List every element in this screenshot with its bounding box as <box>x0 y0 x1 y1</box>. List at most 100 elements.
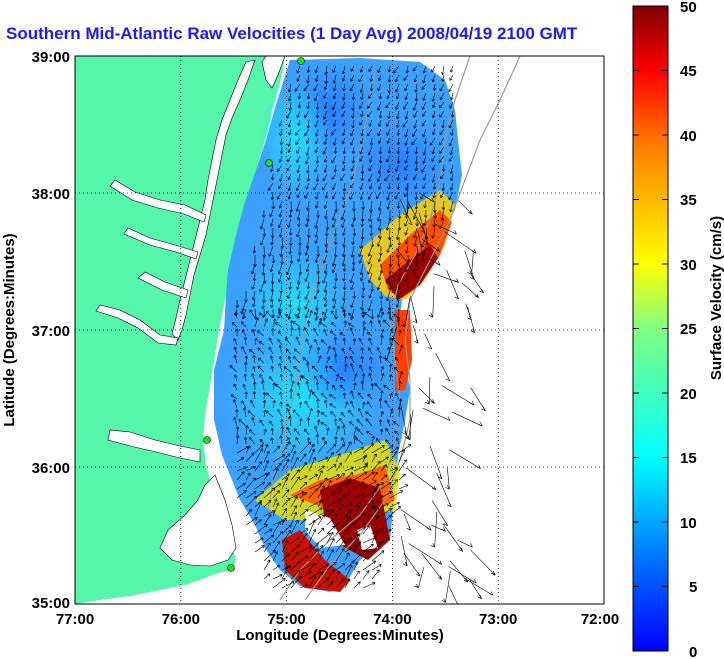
velocity-arrow <box>404 272 409 282</box>
velocity-arrow <box>315 110 320 119</box>
velocity-arrow <box>334 272 338 282</box>
velocity-arrow <box>385 428 391 436</box>
velocity-arrow <box>251 281 256 290</box>
y-tick-label: 36:00 <box>32 460 70 477</box>
velocity-arrow <box>335 514 348 526</box>
velocity-arrow <box>240 321 247 328</box>
velocity-arrow <box>386 92 391 99</box>
velocity-arrow <box>423 200 427 209</box>
velocity-arrow <box>254 337 258 346</box>
velocity-arrow <box>288 245 293 255</box>
velocity-arrow <box>314 74 319 82</box>
velocity-arrow <box>376 173 382 182</box>
velocity-arrow <box>360 356 365 364</box>
velocity-arrow <box>344 502 353 508</box>
velocity-arrow <box>287 83 292 93</box>
velocity-arrow <box>439 110 445 118</box>
velocity-arrow <box>296 227 301 238</box>
velocity-arrow <box>432 128 436 136</box>
velocity-arrow <box>257 347 265 355</box>
velocity-arrow <box>331 173 337 180</box>
velocity-arrow <box>400 297 411 328</box>
velocity-arrow <box>398 380 402 391</box>
velocity-arrow <box>367 110 373 118</box>
velocity-arrow <box>387 182 391 190</box>
velocity-arrow <box>387 83 391 94</box>
velocity-arrow <box>406 254 410 263</box>
velocity-arrow <box>242 407 247 418</box>
velocity-arrow <box>388 236 393 248</box>
velocity-arrow <box>386 191 391 201</box>
velocity-arrow <box>439 128 445 136</box>
velocity-arrow <box>397 319 401 328</box>
velocity-arrow <box>397 406 402 418</box>
velocity-arrow <box>408 543 443 565</box>
velocity-arrow <box>439 137 445 146</box>
velocity-arrow <box>360 92 364 100</box>
velocity-arrow <box>333 83 337 92</box>
velocity-arrow <box>344 552 350 562</box>
velocity-arrow <box>362 326 367 337</box>
velocity-arrow <box>371 494 383 508</box>
velocity-arrow <box>351 119 355 129</box>
velocity-arrow <box>404 173 409 181</box>
velocity-arrow <box>377 74 382 82</box>
velocity-arrow <box>330 310 337 319</box>
velocity-arrow <box>342 146 347 155</box>
velocity-arrow <box>403 74 409 81</box>
velocity-arrow <box>333 137 337 146</box>
velocity-arrow <box>377 281 382 291</box>
velocity-arrow <box>359 236 364 249</box>
velocity-arrow <box>362 560 376 571</box>
velocity-arrow <box>262 308 267 318</box>
velocity-arrow <box>344 522 354 535</box>
velocity-arrow <box>431 155 436 162</box>
pamlico-sound <box>159 474 237 567</box>
velocity-arrow <box>449 74 454 81</box>
velocity-arrow <box>362 514 370 526</box>
velocity-arrow <box>380 373 385 382</box>
velocity-arrow <box>263 573 271 580</box>
velocity-arrow <box>380 390 384 400</box>
velocity-arrow <box>269 263 274 273</box>
velocity-arrow <box>470 274 484 294</box>
velocity-arrow <box>233 346 238 355</box>
velocity-arrow <box>263 472 270 481</box>
velocity-arrow <box>377 128 382 137</box>
velocity-arrow <box>396 119 400 128</box>
velocity-arrow <box>296 164 301 174</box>
velocity-arrow <box>448 155 454 162</box>
velocity-arrow <box>254 501 262 517</box>
velocity-arrow <box>297 327 301 337</box>
velocity-arrow <box>386 419 391 427</box>
velocity-arrow <box>367 128 373 137</box>
velocity-arrow <box>270 437 274 445</box>
velocity-arrow <box>320 411 328 418</box>
velocity-arrow <box>271 308 276 318</box>
velocity-arrow <box>278 200 283 209</box>
velocity-arrow <box>377 65 382 74</box>
hf-radar-stations <box>203 57 305 572</box>
velocity-arrow <box>268 376 274 382</box>
velocity-arrow <box>353 526 366 535</box>
velocity-arrow <box>314 218 319 229</box>
velocity-arrow <box>298 418 303 427</box>
velocity-arrow <box>342 83 346 92</box>
velocity-arrow <box>362 401 366 409</box>
velocity-arrow <box>335 577 345 589</box>
velocity-arrow <box>367 101 373 109</box>
velocity-arrow <box>341 137 346 145</box>
velocity-arrow <box>360 128 365 137</box>
velocity-arrow <box>326 538 335 553</box>
velocity-arrow <box>362 581 376 589</box>
velocity-arrow <box>326 549 334 562</box>
velocity-arrow <box>421 553 443 580</box>
velocity-arrow <box>448 585 458 604</box>
velocity-arrow <box>331 218 337 228</box>
velocity-arrow <box>342 128 346 136</box>
velocity-arrow <box>388 281 393 290</box>
velocity-arrow <box>313 92 319 102</box>
velocity-arrow <box>344 441 352 454</box>
velocity-arrow <box>244 391 249 400</box>
velocity-arrow <box>335 522 348 535</box>
